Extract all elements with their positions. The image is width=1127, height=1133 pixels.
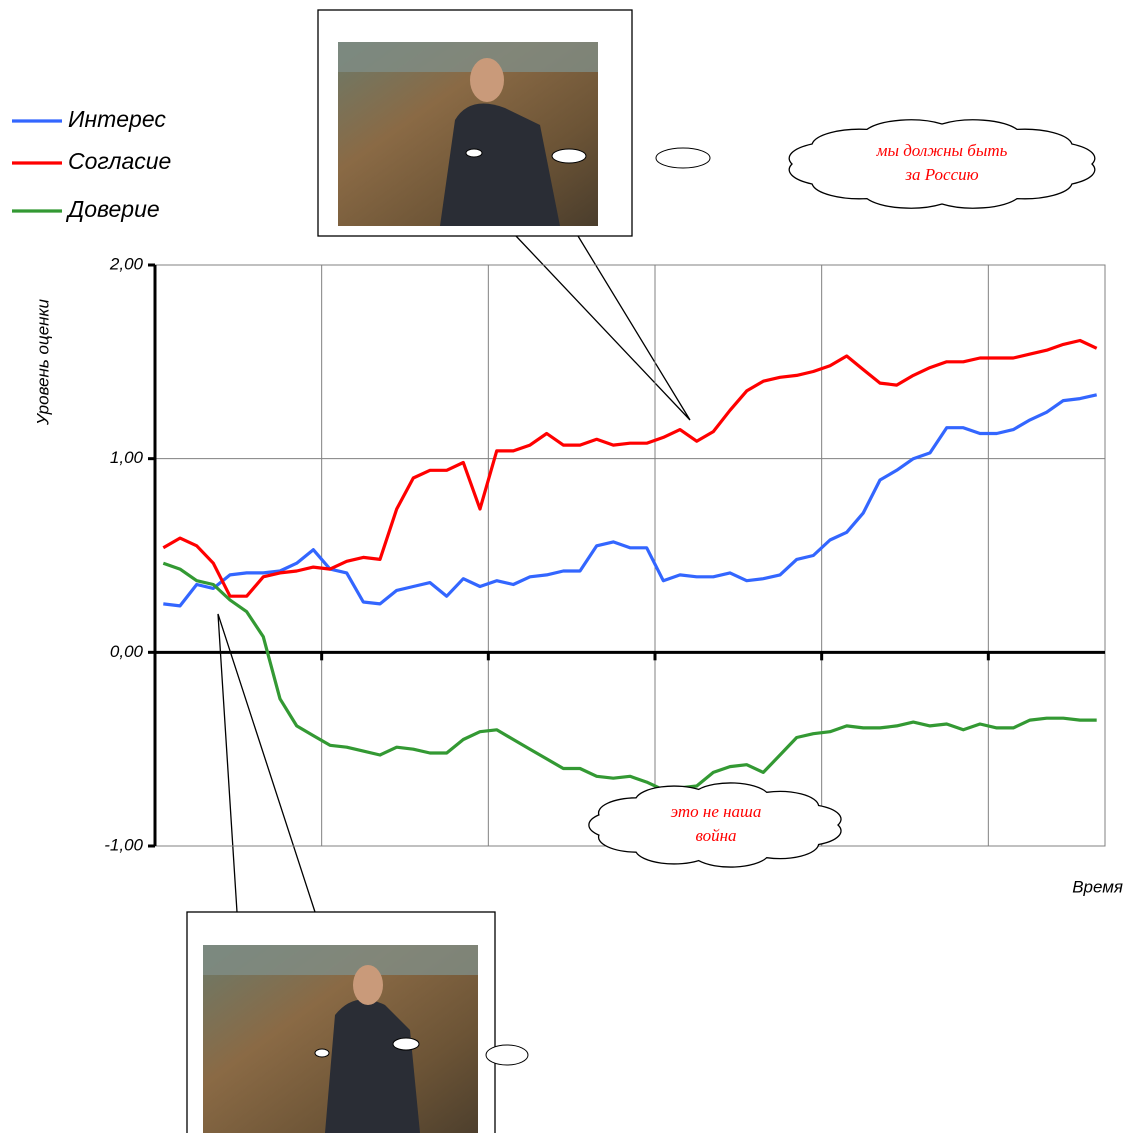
photo-face (470, 58, 504, 102)
legend-label: Согласие (68, 148, 171, 174)
plot-area (154, 264, 1106, 847)
legend-label: Доверие (65, 196, 160, 222)
y-tick-label: -1,00 (104, 835, 143, 854)
callout-pointer (515, 235, 691, 421)
annotation-text: это не наша (671, 802, 762, 821)
thought-cloud (588, 782, 842, 868)
photo-face (353, 965, 383, 1005)
callout-pointer (217, 613, 316, 913)
x-axis-label: Время (1072, 877, 1123, 896)
thought-bubble (551, 148, 587, 164)
thought-bubble (314, 1048, 330, 1058)
annotation-text: за Россию (904, 165, 978, 184)
y-axis-label: Уровень оценки (33, 298, 52, 426)
photo-callout (317, 9, 711, 421)
annotation-text: мы должны быть (876, 141, 1008, 160)
photo-callout (186, 613, 529, 1133)
thought-bubble (392, 1037, 420, 1051)
series-line (163, 393, 1098, 608)
legend-label: Интерес (68, 106, 166, 132)
photo-figure (440, 103, 560, 226)
photo-figure (325, 999, 420, 1133)
thought-cloud (788, 119, 1096, 209)
y-tick-label: 2,00 (109, 254, 144, 273)
photo-backdrop (203, 945, 478, 975)
series-line (162, 338, 1098, 598)
thought-bubble (465, 148, 483, 158)
y-tick-label: 1,00 (110, 448, 144, 467)
y-tick-label: 0,00 (110, 642, 144, 661)
photo-backdrop (338, 42, 598, 72)
series-line (162, 561, 1097, 792)
thought-bubble (485, 1044, 529, 1066)
thought-bubble (655, 147, 711, 169)
annotation-text: война (695, 826, 736, 845)
